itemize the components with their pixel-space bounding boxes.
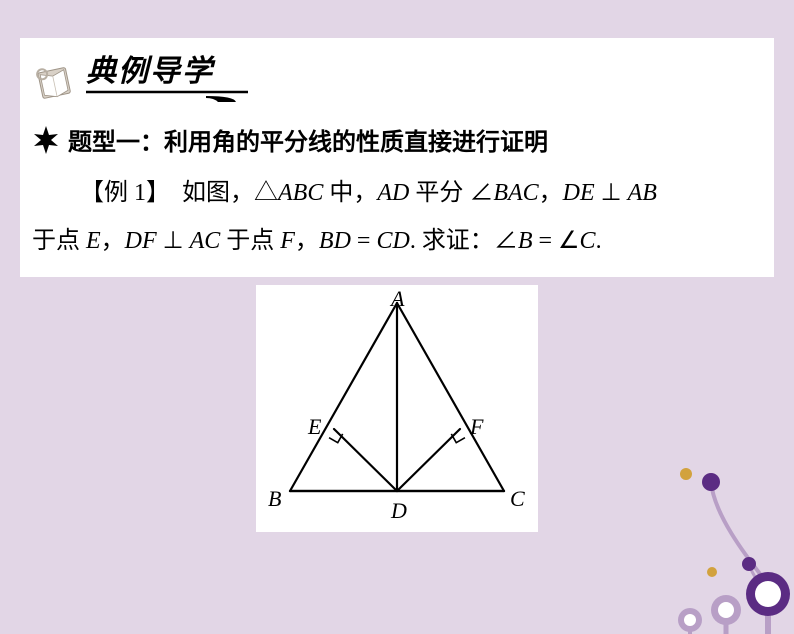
svg-text:B: B [268, 486, 281, 511]
svg-text:A: A [389, 291, 405, 311]
geometry-diagram: A B C D E F [256, 285, 538, 532]
type-title: 题型一：利用角的平分线的性质直接进行证明 [68, 122, 548, 157]
svg-text:F: F [469, 414, 484, 439]
example-label: 【例 1】 [80, 180, 158, 206]
svg-text:D: D [390, 498, 407, 521]
header-title-wrap: 典例导学 [86, 46, 248, 104]
svg-text:E: E [307, 414, 322, 439]
corner-decoration [614, 454, 794, 634]
book-icon [32, 60, 76, 104]
svg-text:C: C [510, 486, 525, 511]
content-box: 典例导学 题型一：利用角的平分线的性质直接进行证明 【例 1】 如图，△ABC … [20, 38, 774, 277]
star-icon [32, 126, 60, 154]
type-row: 题型一：利用角的平分线的性质直接进行证明 [32, 122, 762, 157]
problem-text: 【例 1】 如图，△ABC 中，AD 平分 ∠BAC，DE ⊥ AB 于点 E，… [32, 169, 762, 265]
underline-decoration [86, 90, 248, 104]
section-title: 典例导学 [86, 46, 248, 90]
section-header: 典例导学 [32, 46, 762, 104]
